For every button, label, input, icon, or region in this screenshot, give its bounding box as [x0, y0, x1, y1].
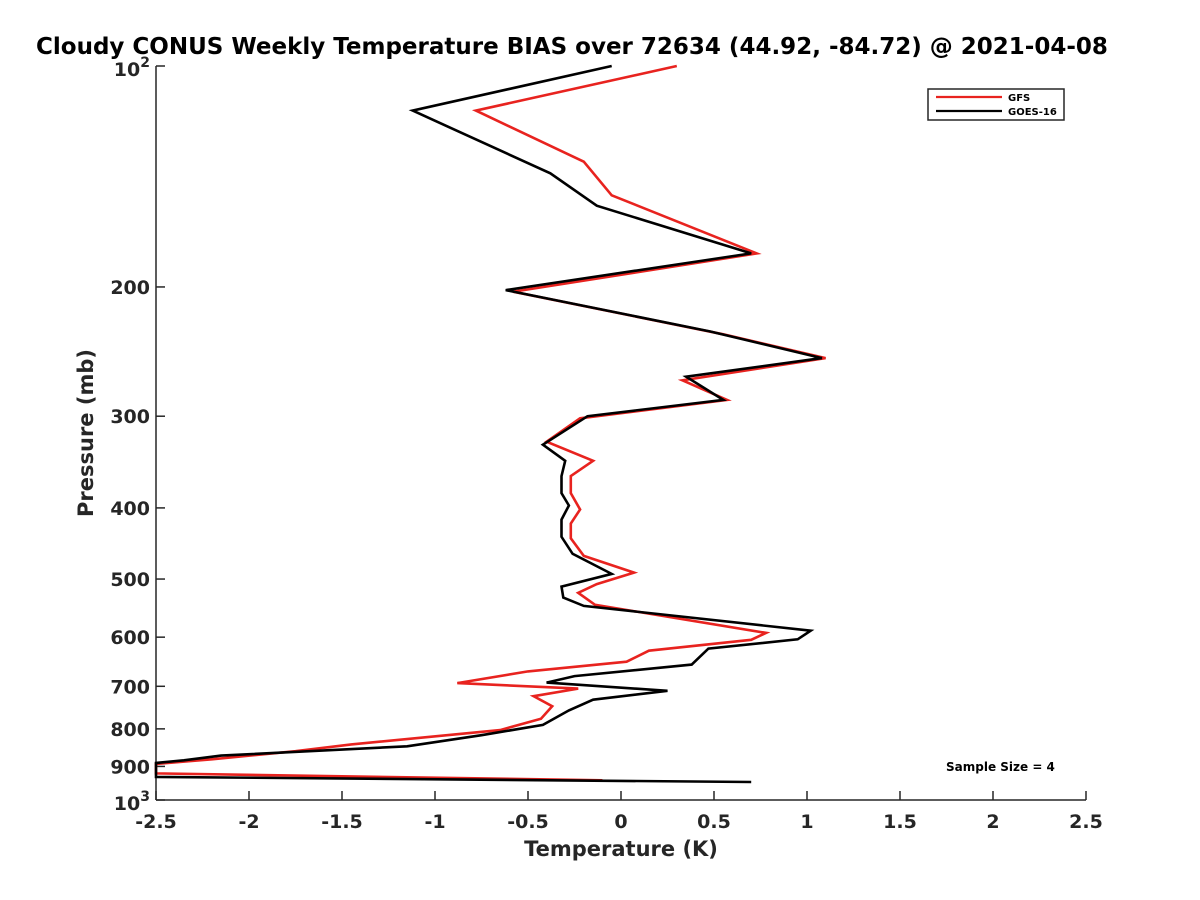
- x-tick-label: 2.5: [1069, 811, 1103, 833]
- x-tick-label: 1.5: [883, 811, 917, 833]
- legend-label-gfs: GFS: [1008, 93, 1030, 104]
- x-tick-label: 2: [986, 811, 999, 833]
- y-ticks: 102 200 300 400 500 600 700 800 900 103: [110, 55, 165, 815]
- y-axis-label: Pressure (mb): [74, 349, 98, 517]
- y-tick-label: 800: [110, 719, 150, 741]
- x-tick-label: -2.5: [135, 811, 177, 833]
- series-line-goes-16: [154, 64, 823, 784]
- y-tick-label: 700: [110, 676, 150, 698]
- y-tick-label: 102: [114, 55, 150, 81]
- chart-title: Cloudy CONUS Weekly Temperature BIAS ove…: [36, 34, 1108, 60]
- legend-label-goes16: GOES-16: [1008, 107, 1057, 118]
- x-axis-label: Temperature (K): [524, 837, 718, 861]
- series-line-gfs: [154, 64, 826, 782]
- x-tick-label: 0.5: [697, 811, 731, 833]
- x-ticks: -2.5 -2 -1.5 -1 -0.5 0 0.5 1 1.5 2 2.5: [135, 791, 1103, 833]
- y-tick-label: 103: [114, 789, 150, 815]
- x-tick-label: 1: [800, 811, 813, 833]
- y-tick-label: 900: [110, 756, 150, 778]
- legend-box: [927, 88, 1065, 121]
- series-lines: [154, 64, 826, 784]
- legend: GFS GOES-16: [927, 88, 1065, 121]
- x-tick-label: -1: [424, 811, 445, 833]
- x-tick-label: 0: [614, 811, 627, 833]
- x-tick-label: -0.5: [507, 811, 549, 833]
- y-tick-label: 300: [110, 406, 150, 428]
- x-tick-label: -1.5: [321, 811, 363, 833]
- y-tick-label: 600: [110, 627, 150, 649]
- x-tick-label: -2: [238, 811, 259, 833]
- sample-size-annotation: Sample Size = 4: [946, 760, 1055, 774]
- y-tick-label: 200: [110, 277, 150, 299]
- y-tick-label: 400: [110, 498, 150, 520]
- y-tick-label: 500: [110, 569, 150, 591]
